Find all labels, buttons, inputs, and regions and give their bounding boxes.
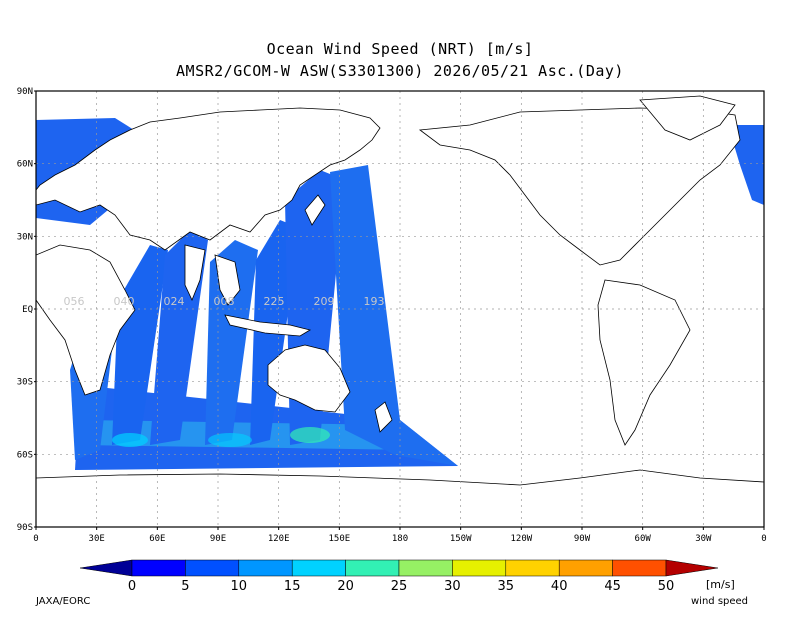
lat-tick-label: EQ	[22, 305, 33, 315]
coastline-layer	[36, 95, 764, 527]
colorbar-tick-label: 40	[551, 579, 568, 594]
colorbar-segment	[238, 559, 293, 577]
lon-tick-label: 90W	[574, 534, 591, 544]
swath-layer	[36, 118, 764, 470]
coast-india	[184, 244, 206, 302]
coast-north-america	[418, 107, 741, 266]
coast-south-america	[597, 279, 691, 446]
lon-tick-label: 0	[761, 534, 766, 544]
colorbar-segment	[452, 559, 507, 577]
colorbar-segment	[505, 559, 560, 577]
lat-tick-label: 60S	[17, 450, 33, 460]
lon-tick-label: 0	[33, 534, 38, 544]
title-line-1: Ocean Wind Speed (NRT) [m/s]	[266, 40, 534, 58]
swath-strip-7	[330, 165, 458, 466]
pass-label: 040	[114, 295, 135, 308]
colorbar-tick-label: 0	[128, 579, 136, 594]
lon-tick-label: 120W	[510, 534, 532, 544]
lon-tick-label: 150W	[450, 534, 472, 544]
colorbar-tick-label: 15	[284, 579, 301, 594]
colorbar-low-arrow	[79, 559, 133, 577]
title-line-2: AMSR2/GCOM-W ASW(S3301300) 2026/05/21 As…	[176, 62, 624, 80]
colorbar-tick-label: 30	[444, 579, 461, 594]
pass-label: 056	[64, 295, 85, 308]
pass-label: 225	[264, 295, 285, 308]
coast-indonesia	[224, 314, 312, 337]
pass-label: 024	[164, 295, 185, 308]
coast-australia	[267, 344, 351, 413]
colorbar-high-arrow	[665, 559, 719, 577]
swath-highlight-3	[208, 433, 252, 447]
colorbar-tick-label: 45	[604, 579, 621, 594]
colorbar-tick-label: 5	[181, 579, 189, 594]
colorbar-segment	[185, 559, 240, 577]
lat-tick-label: 90S	[17, 523, 33, 533]
latitude-labels: 90N 60N 30N EQ 30S 60S 90S	[17, 87, 36, 533]
longitude-labels: 0 30E 60E 90E 120E 150E 180 150W 120W 90W 60W 30W 0	[33, 527, 767, 544]
lat-tick-label: 30S	[17, 378, 33, 388]
lon-tick-label: 90E	[210, 534, 226, 544]
colorbar-segment	[398, 559, 453, 577]
coast-greenland	[639, 95, 736, 141]
lat-tick-label: 90N	[17, 87, 33, 97]
lon-tick-label: 120E	[268, 534, 290, 544]
lon-tick-label: 30E	[89, 534, 105, 544]
colorbar-tick-label: 50	[658, 579, 675, 594]
pass-label: 008	[214, 295, 235, 308]
lon-tick-label: 60E	[149, 534, 165, 544]
coast-newzealand	[374, 401, 393, 433]
colorbar-segment	[291, 559, 346, 577]
orbit-pass-labels: 056 040 024 008 225 209 193	[64, 295, 385, 308]
colorbar-quantity: wind speed	[691, 596, 749, 607]
colorbar-segment	[558, 559, 613, 577]
colorbar-tick-label: 25	[391, 579, 408, 594]
pass-label: 193	[364, 295, 385, 308]
colorbar-unit: [m/s]	[706, 578, 735, 591]
coast-eurasia	[36, 107, 381, 251]
coast-seasia	[214, 254, 241, 306]
colorbar-tick-label: 10	[231, 579, 248, 594]
graticule	[36, 91, 764, 527]
credit-label: JAXA/EORC	[36, 596, 91, 607]
colorbar-tick-label: 35	[498, 579, 515, 594]
lat-tick-label: 60N	[17, 160, 33, 170]
lon-tick-label: 150E	[328, 534, 350, 544]
colorbar-segment	[345, 559, 400, 577]
lat-tick-label: 30N	[17, 232, 33, 242]
swath-north-east	[728, 125, 764, 205]
colorbar-segment	[612, 559, 667, 577]
lon-tick-label: 60W	[635, 534, 652, 544]
coast-japan	[304, 194, 326, 226]
lon-tick-label: 180	[392, 534, 408, 544]
colorbar-tick-label: 20	[337, 579, 354, 594]
lon-tick-label: 30W	[695, 534, 712, 544]
swath-highlight-2	[112, 433, 148, 447]
pass-label: 209	[314, 295, 335, 308]
colorbar: 0 5 10 15 20 25 30 35 40 45 50	[79, 559, 719, 594]
swath-highlight-1	[290, 427, 330, 443]
swath-strip-4	[205, 240, 258, 445]
colorbar-segment	[131, 559, 186, 577]
